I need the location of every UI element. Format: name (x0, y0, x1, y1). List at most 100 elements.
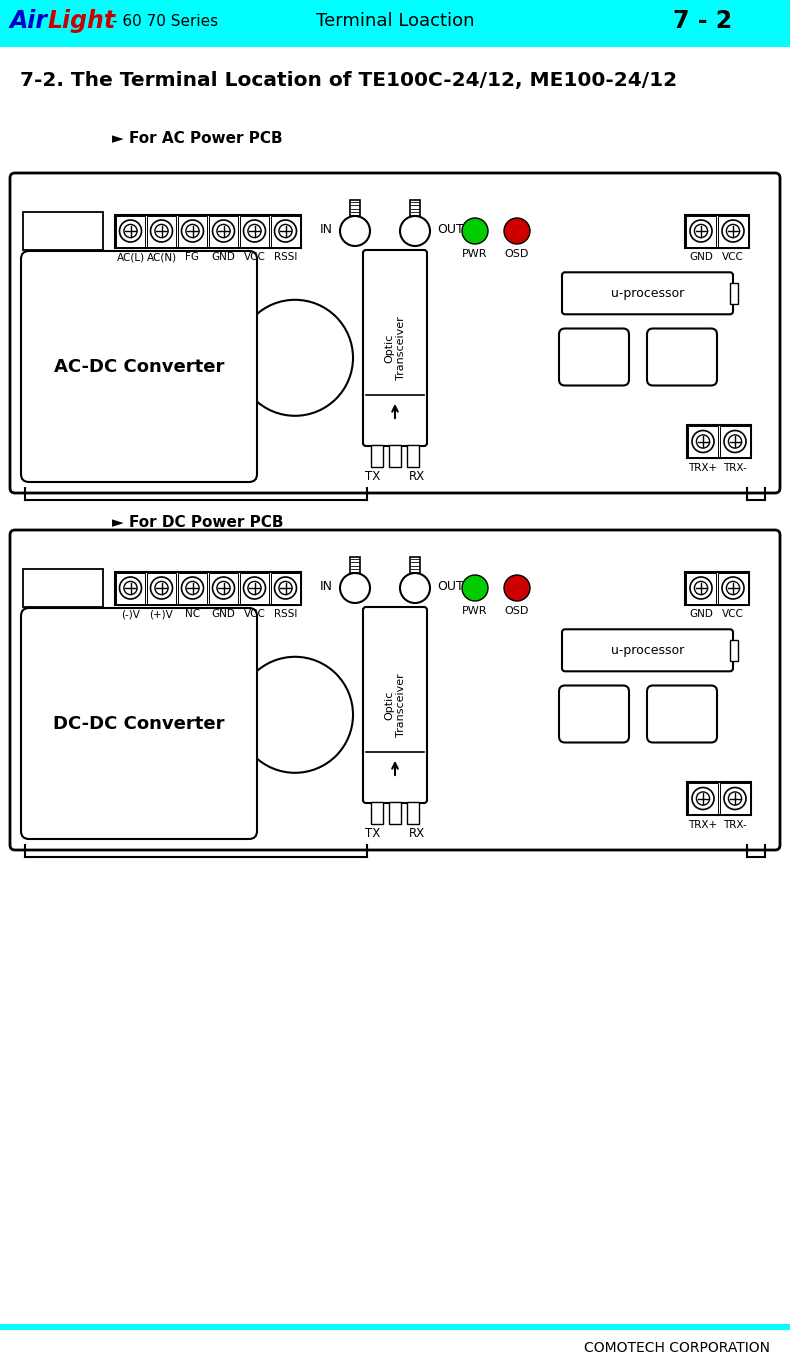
Text: COMOTECH CORPORATION: COMOTECH CORPORATION (584, 1341, 770, 1355)
Bar (720, 426, 750, 458)
Circle shape (722, 577, 744, 599)
Text: 7-2. The Terminal Location of TE100C-24/12, ME100-24/12: 7-2. The Terminal Location of TE100C-24/… (20, 70, 677, 89)
Bar (0, 1323, 790, 1330)
Text: (+)V: (+)V (149, 610, 173, 619)
Bar (0, 42, 790, 47)
Text: RX: RX (409, 470, 425, 484)
Bar (371, 445, 383, 467)
FancyBboxPatch shape (10, 530, 780, 849)
FancyBboxPatch shape (363, 249, 427, 447)
Text: VCC: VCC (243, 610, 265, 619)
Text: VCC: VCC (722, 610, 744, 619)
FancyBboxPatch shape (559, 685, 629, 743)
Circle shape (504, 575, 530, 601)
Bar (23, 212, 103, 249)
FancyBboxPatch shape (562, 273, 733, 314)
Text: AC-DC Converter: AC-DC Converter (54, 358, 224, 375)
Text: NC: NC (185, 610, 200, 619)
Circle shape (722, 221, 744, 242)
Text: OUT: OUT (437, 222, 464, 236)
Circle shape (274, 577, 296, 599)
Text: AC(N): AC(N) (146, 252, 176, 262)
Text: IN: IN (320, 580, 333, 592)
Text: (-)V: (-)V (121, 610, 140, 619)
Circle shape (213, 577, 235, 599)
Bar (271, 215, 300, 247)
Text: TRX+: TRX+ (688, 819, 717, 829)
Circle shape (237, 300, 353, 416)
Bar (687, 425, 751, 458)
FancyBboxPatch shape (21, 608, 257, 838)
FancyBboxPatch shape (618, 0, 788, 47)
Circle shape (690, 221, 712, 242)
Text: TRX+: TRX+ (688, 463, 717, 473)
FancyBboxPatch shape (363, 607, 427, 803)
Bar (720, 784, 750, 814)
Bar (688, 784, 718, 814)
Text: GND: GND (689, 610, 713, 619)
Bar (718, 215, 748, 247)
Circle shape (400, 573, 430, 603)
Text: TX: TX (365, 827, 381, 840)
Bar (271, 573, 300, 604)
Bar (685, 571, 749, 604)
Text: ► For AC Power PCB: ► For AC Power PCB (112, 130, 283, 145)
Text: TRX-: TRX- (723, 463, 747, 473)
Text: FG: FG (186, 252, 200, 262)
Circle shape (119, 577, 141, 599)
Text: u-processor: u-processor (611, 644, 684, 656)
Circle shape (243, 221, 265, 242)
Circle shape (724, 430, 746, 452)
Bar (115, 215, 301, 248)
Text: DC-DC Converter: DC-DC Converter (53, 715, 224, 733)
Text: PWR: PWR (462, 249, 487, 259)
Circle shape (274, 221, 296, 242)
Bar (410, 200, 420, 218)
Bar (410, 558, 420, 575)
Bar (178, 215, 207, 247)
Text: Terminal Loaction: Terminal Loaction (316, 12, 474, 30)
FancyBboxPatch shape (21, 251, 257, 482)
Text: VCC: VCC (722, 252, 744, 262)
Circle shape (462, 218, 488, 244)
Text: VCC: VCC (243, 252, 265, 262)
Bar (116, 215, 145, 247)
Text: Optic
Transceiver: Optic Transceiver (384, 673, 406, 737)
Bar (209, 573, 238, 604)
Bar (407, 801, 419, 823)
Circle shape (243, 577, 265, 599)
Text: - 60 70 Series: - 60 70 Series (112, 14, 218, 29)
Bar (115, 571, 301, 604)
Text: RX: RX (409, 827, 425, 840)
Circle shape (213, 221, 235, 242)
Text: PWR: PWR (462, 606, 487, 616)
Text: GND: GND (212, 252, 235, 262)
Bar (407, 445, 419, 467)
Bar (350, 200, 360, 218)
Circle shape (504, 218, 530, 244)
Circle shape (182, 221, 204, 242)
Bar (718, 573, 748, 604)
Text: ► For DC Power PCB: ► For DC Power PCB (112, 515, 284, 529)
Circle shape (400, 216, 430, 247)
FancyBboxPatch shape (647, 329, 717, 385)
Bar (688, 426, 718, 458)
Circle shape (151, 221, 172, 242)
Text: OUT: OUT (437, 580, 464, 592)
Circle shape (692, 788, 714, 810)
Bar (389, 445, 401, 467)
Bar (178, 573, 207, 604)
Text: Optic
Transceiver: Optic Transceiver (384, 316, 406, 379)
Text: Light: Light (48, 10, 116, 33)
Circle shape (182, 577, 204, 599)
Circle shape (462, 575, 488, 601)
FancyBboxPatch shape (647, 685, 717, 743)
Bar (147, 573, 176, 604)
Text: OSD: OSD (505, 249, 529, 259)
Circle shape (690, 577, 712, 599)
Bar (147, 215, 176, 247)
Bar (687, 782, 751, 815)
Bar (389, 801, 401, 823)
Bar (686, 215, 716, 247)
Bar (240, 573, 269, 604)
